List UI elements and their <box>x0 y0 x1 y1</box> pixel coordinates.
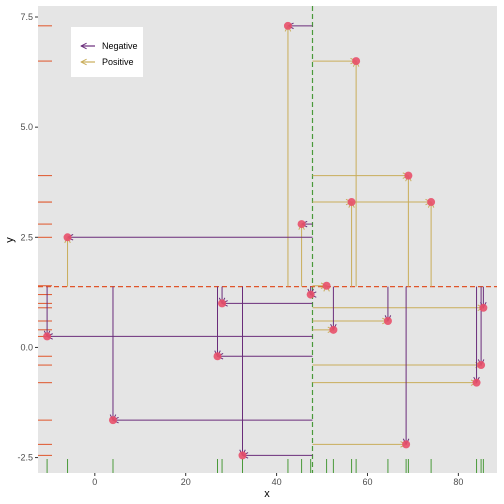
data-point-19 <box>238 451 247 460</box>
y-tick-label-0: -2.5 <box>17 453 33 463</box>
x-tick-label-0: 0 <box>92 477 97 487</box>
data-point-13 <box>43 332 52 341</box>
data-point-7 <box>322 281 331 290</box>
data-point-4 <box>347 198 356 207</box>
legend-box <box>71 27 143 77</box>
plot-panel <box>38 6 497 473</box>
y-tick-label-3: 5.0 <box>20 122 33 132</box>
data-point-10 <box>479 303 488 312</box>
data-point-3 <box>427 198 436 207</box>
data-point-1 <box>352 57 361 66</box>
data-point-12 <box>329 325 338 334</box>
arrow-segments <box>47 26 483 456</box>
data-point-8 <box>306 290 315 299</box>
data-point-16 <box>472 378 481 387</box>
x-tick-label-3: 60 <box>362 477 372 487</box>
legend-label-1: Positive <box>102 57 134 67</box>
data-point-6 <box>63 233 72 242</box>
x-tick-label-1: 20 <box>181 477 191 487</box>
data-point-2 <box>404 171 413 180</box>
y-tick-label-4: 7.5 <box>20 12 33 22</box>
rug-layer <box>38 25 484 473</box>
data-point-15 <box>477 361 486 370</box>
data-point-14 <box>213 352 222 361</box>
data-point-17 <box>108 416 117 425</box>
data-points <box>43 21 488 460</box>
data-point-11 <box>383 317 392 326</box>
legend-label-0: Negative <box>102 41 138 51</box>
data-point-0 <box>283 21 292 30</box>
y-axis: -2.5 0.0 2.5 5.0 7.5 <box>17 12 38 463</box>
x-axis-title: x <box>264 488 270 500</box>
data-point-9 <box>218 299 227 308</box>
x-tick-label-2: 40 <box>272 477 282 487</box>
x-axis: 0 20 40 60 80 <box>92 473 463 487</box>
y-tick-label-1: 0.0 <box>20 342 33 352</box>
x-tick-label-4: 80 <box>453 477 463 487</box>
legend: Negative Positive <box>71 27 143 77</box>
reference-lines <box>38 6 497 473</box>
data-point-18 <box>402 440 411 449</box>
y-tick-label-2: 2.5 <box>20 232 33 242</box>
y-axis-title: y <box>4 237 16 243</box>
data-point-5 <box>297 220 306 229</box>
